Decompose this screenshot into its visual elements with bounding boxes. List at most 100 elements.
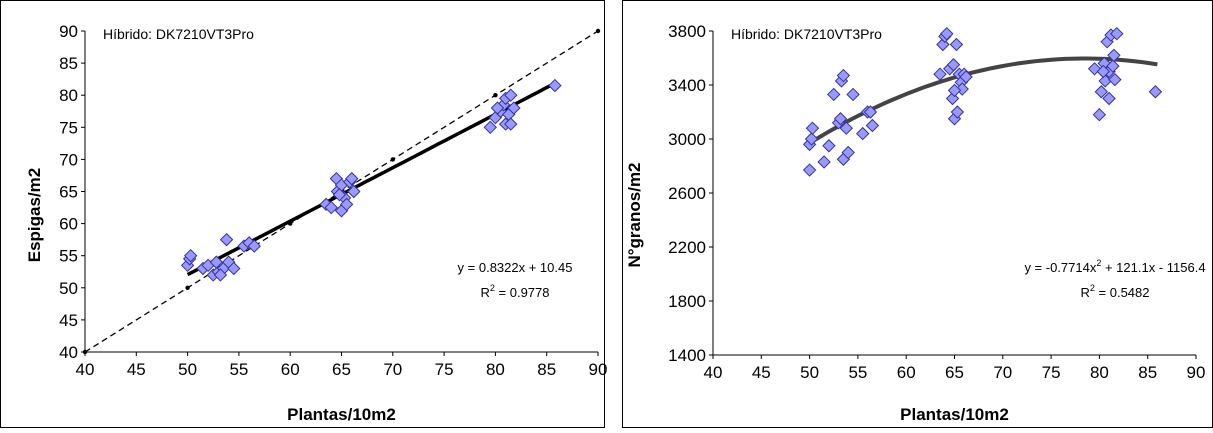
y-tick-label: 70 (59, 150, 78, 169)
data-point (1148, 85, 1163, 99)
x-tick-label: 45 (752, 363, 771, 382)
y-tick-label: 60 (59, 215, 78, 234)
data-point (865, 118, 880, 133)
data-point (1092, 107, 1107, 122)
x-tick-label: 70 (383, 360, 402, 379)
x-tick-label: 45 (127, 360, 146, 379)
data-point (504, 117, 518, 131)
r-squared-part: = 0.9778 (495, 285, 550, 300)
data-point (949, 37, 964, 52)
data-point (324, 200, 338, 215)
y-tick-label: 75 (59, 118, 78, 137)
y-axis-label: N°granos/m2 (625, 162, 644, 267)
data-point (946, 58, 961, 72)
r-squared-part: R (481, 285, 490, 300)
r-squared: R2 = 0.5482 (1081, 283, 1150, 300)
data-point (247, 239, 261, 253)
data-point (841, 145, 855, 160)
data-point (804, 132, 819, 146)
data-point (1110, 26, 1124, 41)
data-point (950, 105, 965, 119)
data-point (846, 87, 860, 102)
annotation: Híbrido: DK7210VT3Pro (731, 26, 882, 42)
data-point (802, 163, 817, 177)
data-point (856, 126, 870, 141)
x-tick-label: 90 (589, 360, 608, 379)
data-point (1108, 72, 1122, 87)
r-squared-part: R (1081, 285, 1090, 300)
reference-point (595, 28, 601, 34)
equation: y = 0.8322x + 10.45 (458, 260, 573, 275)
data-point (227, 261, 241, 276)
y-tick-label: 80 (59, 86, 78, 105)
x-tick-label: 70 (993, 363, 1012, 382)
data-point (219, 232, 234, 247)
data-point (483, 120, 497, 135)
y-tick-label: 45 (59, 311, 78, 330)
y-tick-label: 2200 (668, 238, 706, 257)
data-point (959, 70, 973, 84)
x-tick-label: 85 (1138, 363, 1157, 382)
data-point (817, 155, 831, 169)
data-point (490, 101, 505, 115)
data-point (839, 121, 854, 135)
x-tick-label: 50 (800, 363, 819, 382)
y-axis-label: Espigas/m2 (25, 168, 44, 263)
x-tick-label: 60 (897, 363, 916, 382)
y-tick-label: 3000 (668, 130, 706, 149)
x-axis-label: Plantas/10m2 (900, 405, 1009, 424)
y-tick-label: 3800 (668, 22, 706, 41)
chart: 1400 1800 2200 2600 3000 3400 3800 40 45 50 55 60 65… (625, 22, 1206, 424)
equation-part: y = -0.7714x (1024, 260, 1096, 275)
equation-part: y = 0.8322x + 10.45 (458, 260, 573, 275)
data-point (548, 78, 562, 93)
x-tick-label: 60 (281, 360, 300, 379)
annotation: Híbrido: DK7210VT3Pro (103, 26, 254, 42)
x-tick-label: 85 (537, 360, 556, 379)
data-point (947, 83, 962, 98)
data-point (822, 139, 836, 153)
data-point (863, 105, 878, 119)
equation: y = -0.7714x2 + 121.1x - 1156.4 (1024, 258, 1205, 275)
x-tick-label: 65 (332, 360, 351, 379)
y-tick-label: 1400 (668, 346, 706, 365)
r-squared-part: = 0.5482 (1095, 285, 1150, 300)
x-tick-label: 65 (945, 363, 964, 382)
equation-part: + 121.1x - 1156.4 (1101, 260, 1205, 275)
y-tick-label: 90 (59, 22, 78, 41)
x-tick-label: 55 (229, 360, 248, 379)
data-point (347, 184, 361, 199)
x-tick-label: 40 (76, 360, 95, 379)
data-point (805, 121, 820, 135)
y-tick-label: 2600 (668, 184, 706, 203)
r-squared-part: 2 (490, 283, 495, 293)
data-point (833, 112, 848, 126)
reference-point (390, 157, 395, 162)
data-point (183, 248, 198, 263)
y-tick-label: 40 (59, 343, 78, 362)
data-point (507, 101, 521, 115)
equation-part: 2 (1096, 258, 1101, 268)
reference-point (493, 93, 498, 98)
data-point (827, 87, 841, 102)
data-point (213, 268, 228, 282)
x-tick-label: 80 (1090, 363, 1109, 382)
x-tick-label: 50 (178, 360, 197, 379)
chart: 40 45 50 55 60 65 70 75 80 85 90 40 45 50 55 60 65 70 75 80… (25, 22, 607, 424)
data-point (1106, 59, 1120, 73)
data-point (1094, 85, 1109, 99)
x-axis-label: Plantas/10m2 (287, 405, 396, 424)
reference-point (185, 285, 190, 290)
data-point (1102, 91, 1116, 106)
y-tick-label: 55 (59, 247, 78, 266)
r-squared-part: 2 (1090, 283, 1095, 293)
x-tick-label: 75 (1042, 363, 1061, 382)
data-point (940, 26, 954, 41)
data-point (209, 255, 224, 269)
x-tick-label: 40 (704, 363, 723, 382)
y-tick-label: 85 (59, 54, 78, 73)
data-point (345, 171, 359, 186)
y-tick-label: 65 (59, 183, 78, 202)
data-point (339, 197, 354, 212)
